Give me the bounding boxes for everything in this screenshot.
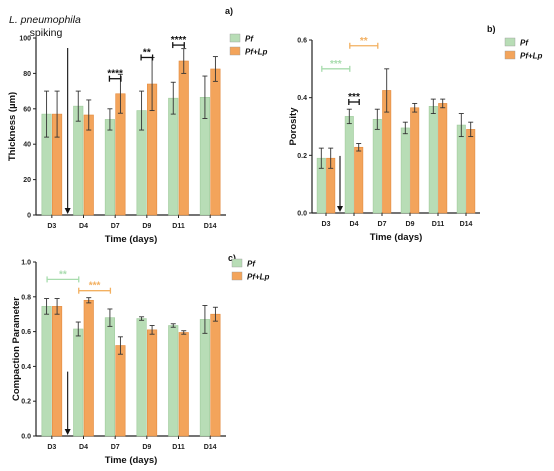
bar-pf-lp-d7 bbox=[115, 345, 126, 437]
spiking-arrow-head bbox=[337, 206, 343, 212]
legend-swatch bbox=[504, 50, 516, 60]
significance-stars: *** bbox=[330, 59, 342, 70]
legend-swatch bbox=[229, 33, 241, 43]
legend-label: Pf bbox=[247, 260, 256, 269]
bar-pf-lp-d14 bbox=[210, 68, 221, 216]
significance-stars: ** bbox=[143, 47, 151, 58]
bar-pf-d4 bbox=[73, 328, 84, 437]
annotation-subtitle: spiking bbox=[30, 27, 63, 39]
significance-stars: *** bbox=[348, 92, 360, 103]
y-tick-label: 0.0 bbox=[21, 434, 31, 441]
bar-pf-d7 bbox=[104, 317, 115, 437]
y-tick-label: 0.6 bbox=[297, 38, 307, 45]
y-axis-label: Thickness (µm) bbox=[7, 92, 18, 161]
panel-label: b) bbox=[487, 24, 496, 34]
legend-swatch bbox=[229, 46, 241, 56]
bar-pf-d7 bbox=[372, 118, 382, 214]
legend-label: Pf+Lp bbox=[520, 52, 543, 61]
significance-stars: *** bbox=[89, 281, 101, 292]
x-tick-label: D14 bbox=[204, 223, 217, 230]
x-tick-label: D11 bbox=[172, 444, 185, 451]
bar-pf-lp-d4 bbox=[354, 146, 364, 214]
legend-swatch bbox=[504, 37, 516, 47]
bar-pf-lp-d14 bbox=[466, 129, 476, 214]
significance-stars: ** bbox=[360, 36, 368, 47]
chart-panel-c: 0.0 0.2 0.4 0.6 0.8 1.0 D3 D4 D7 D9 D11 D14 Time (da… bbox=[11, 253, 270, 466]
legend-swatch bbox=[231, 258, 243, 268]
chart-panel-b: 0.0 0.2 0.4 0.6 D3 D4 D7 D9 D11 D14 Time (days) Por… bbox=[288, 24, 543, 243]
y-tick-label: 0 bbox=[27, 213, 31, 220]
y-tick-label: 0.0 bbox=[297, 211, 307, 218]
x-tick-label: D14 bbox=[460, 221, 473, 228]
panel-label: a) bbox=[225, 6, 233, 16]
x-tick-label: D9 bbox=[142, 444, 151, 451]
x-tick-label: D3 bbox=[47, 223, 56, 230]
bar-pf-lp-d11 bbox=[438, 103, 448, 214]
y-tick-label: 20 bbox=[23, 177, 31, 184]
y-tick-label: 0.4 bbox=[297, 95, 307, 102]
significance-stars: **** bbox=[171, 35, 187, 46]
x-tick-label: D9 bbox=[142, 223, 151, 230]
x-tick-label: D3 bbox=[47, 444, 56, 451]
bar-pf-d7 bbox=[104, 119, 115, 216]
bar-pf-d14 bbox=[456, 124, 466, 214]
legend-label: Pf bbox=[245, 35, 254, 44]
legend-swatch bbox=[231, 271, 243, 281]
bar-pf-lp-d14 bbox=[210, 313, 221, 437]
x-axis-label: Time (days) bbox=[105, 455, 158, 466]
significance-stars: ** bbox=[59, 269, 67, 280]
y-axis-label: Compaction Parameter bbox=[11, 297, 22, 401]
panel-label: c) bbox=[228, 253, 236, 263]
legend-label: Pf+Lp bbox=[247, 273, 270, 282]
y-tick-label: 0.2 bbox=[21, 399, 31, 406]
y-tick-label: 1.0 bbox=[21, 260, 31, 267]
x-tick-label: D11 bbox=[172, 223, 185, 230]
annotation-title: L. pneumophila bbox=[9, 14, 81, 26]
bar-pf-d11 bbox=[168, 325, 179, 437]
x-tick-label: D4 bbox=[79, 444, 88, 451]
y-tick-label: 0.6 bbox=[21, 329, 31, 336]
bar-pf-lp-d9 bbox=[147, 329, 158, 437]
bar-pf-d4 bbox=[344, 116, 354, 214]
x-tick-label: D7 bbox=[111, 223, 120, 230]
bar-pf-lp-d11 bbox=[178, 332, 189, 437]
y-tick-label: 60 bbox=[23, 106, 31, 113]
bar-pf-d3 bbox=[41, 306, 52, 437]
bar-pf-d9 bbox=[136, 318, 147, 437]
chart-panel-a: 0 20 40 60 80 100 D3 D4 D7 D9 D11 D14 Time (days) Thi… bbox=[7, 6, 268, 245]
y-axis-label: Porosity bbox=[288, 107, 299, 146]
x-tick-label: D14 bbox=[204, 444, 217, 451]
spiking-arrow-head bbox=[64, 429, 71, 435]
legend-label: Pf bbox=[520, 39, 529, 48]
bar-pf-d9 bbox=[400, 127, 410, 214]
bar-pf-d14 bbox=[199, 319, 210, 437]
y-tick-label: 0.2 bbox=[297, 153, 307, 160]
bar-pf-lp-d3 bbox=[52, 306, 63, 437]
bar-pf-d4 bbox=[73, 105, 84, 216]
significance-stars: **** bbox=[107, 69, 123, 80]
bar-pf-d11 bbox=[428, 106, 438, 214]
y-tick-label: 40 bbox=[23, 142, 31, 149]
x-tick-label: D3 bbox=[322, 221, 331, 228]
x-axis-label: Time (days) bbox=[370, 232, 423, 243]
y-tick-label: 0.4 bbox=[21, 364, 31, 371]
bar-pf-lp-d9 bbox=[410, 107, 420, 214]
bar-pf-lp-d11 bbox=[178, 60, 189, 216]
x-tick-label: D7 bbox=[111, 444, 120, 451]
x-axis-label: Time (days) bbox=[105, 234, 158, 245]
x-tick-label: D4 bbox=[350, 221, 359, 228]
spiking-arrow-head bbox=[64, 208, 71, 214]
bar-pf-lp-d4 bbox=[83, 299, 94, 437]
legend-label: Pf+Lp bbox=[245, 48, 268, 57]
y-tick-label: 80 bbox=[23, 71, 31, 78]
x-tick-label: D11 bbox=[432, 221, 445, 228]
y-tick-label: 0.8 bbox=[21, 294, 31, 301]
y-tick-label: 100 bbox=[19, 36, 31, 43]
x-tick-label: D7 bbox=[378, 221, 387, 228]
x-tick-label: D4 bbox=[79, 223, 88, 230]
bar-pf-d11 bbox=[168, 97, 179, 216]
x-tick-label: D9 bbox=[406, 221, 415, 228]
